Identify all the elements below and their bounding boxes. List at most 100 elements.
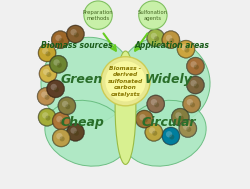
Circle shape <box>135 110 153 128</box>
Circle shape <box>147 30 163 46</box>
Circle shape <box>186 127 190 132</box>
Circle shape <box>165 131 172 137</box>
Ellipse shape <box>118 37 209 125</box>
Circle shape <box>154 36 158 41</box>
Circle shape <box>70 29 76 35</box>
Text: Cheap: Cheap <box>60 116 104 129</box>
Circle shape <box>139 114 145 120</box>
Circle shape <box>187 58 202 74</box>
Circle shape <box>46 72 51 77</box>
Circle shape <box>42 48 48 54</box>
Circle shape <box>59 136 64 141</box>
Circle shape <box>168 134 173 139</box>
Circle shape <box>53 113 69 129</box>
Circle shape <box>37 87 55 105</box>
Circle shape <box>183 96 199 112</box>
Circle shape <box>138 1 166 29</box>
Text: Biomass -
derived
sulfonated
carbon
catalysts: Biomass - derived sulfonated carbon cata… <box>108 66 142 97</box>
Circle shape <box>50 84 57 90</box>
Circle shape <box>152 131 157 136</box>
Circle shape <box>165 35 172 41</box>
Circle shape <box>38 88 54 104</box>
Circle shape <box>150 99 156 105</box>
Circle shape <box>147 96 163 112</box>
Text: Sulfonation
agents: Sulfonation agents <box>137 10 167 21</box>
Circle shape <box>66 123 84 141</box>
Circle shape <box>52 112 70 130</box>
Ellipse shape <box>122 100 205 166</box>
Circle shape <box>189 102 194 107</box>
Circle shape <box>45 51 50 56</box>
Circle shape <box>100 57 150 106</box>
Circle shape <box>162 32 178 48</box>
Circle shape <box>186 57 204 75</box>
Circle shape <box>45 115 50 121</box>
Circle shape <box>52 32 68 48</box>
Circle shape <box>172 109 188 125</box>
Circle shape <box>179 121 195 136</box>
Circle shape <box>180 44 186 50</box>
Circle shape <box>46 80 64 98</box>
Circle shape <box>58 38 64 43</box>
Circle shape <box>190 80 196 86</box>
Circle shape <box>59 119 64 124</box>
Circle shape <box>74 32 78 37</box>
Circle shape <box>50 56 66 72</box>
Circle shape <box>187 77 202 93</box>
Circle shape <box>59 98 74 114</box>
Circle shape <box>56 116 62 122</box>
Text: Circular: Circular <box>141 116 196 129</box>
Ellipse shape <box>115 51 135 164</box>
Circle shape <box>40 66 56 82</box>
Circle shape <box>70 127 76 134</box>
Circle shape <box>65 104 70 109</box>
Circle shape <box>176 40 194 58</box>
Circle shape <box>39 45 55 61</box>
Circle shape <box>145 124 161 140</box>
Circle shape <box>182 124 188 130</box>
Text: Widely: Widely <box>144 73 192 86</box>
Circle shape <box>84 1 112 29</box>
Circle shape <box>62 101 68 107</box>
Circle shape <box>168 38 173 43</box>
Circle shape <box>148 127 154 134</box>
Circle shape <box>53 130 69 146</box>
Circle shape <box>161 127 179 145</box>
Circle shape <box>178 119 196 138</box>
Circle shape <box>193 64 198 70</box>
Circle shape <box>190 61 196 67</box>
Circle shape <box>42 112 48 119</box>
Circle shape <box>51 31 69 49</box>
Circle shape <box>66 25 84 43</box>
Text: Preparation
methods: Preparation methods <box>82 10 113 21</box>
Circle shape <box>44 95 49 100</box>
Text: Biomass sources: Biomass sources <box>41 41 113 50</box>
Circle shape <box>52 129 70 147</box>
Circle shape <box>38 108 56 126</box>
Circle shape <box>150 33 156 39</box>
Circle shape <box>54 87 59 92</box>
Ellipse shape <box>41 37 132 125</box>
Circle shape <box>177 41 193 57</box>
Circle shape <box>56 133 62 139</box>
Circle shape <box>39 109 55 125</box>
Circle shape <box>49 55 67 73</box>
Circle shape <box>193 83 198 88</box>
Circle shape <box>174 112 181 119</box>
Circle shape <box>56 63 62 68</box>
Circle shape <box>67 26 83 42</box>
Circle shape <box>48 81 63 97</box>
Text: Green: Green <box>61 73 103 86</box>
Circle shape <box>43 69 49 75</box>
Circle shape <box>144 123 162 141</box>
Circle shape <box>146 29 164 47</box>
Circle shape <box>178 115 183 121</box>
Circle shape <box>39 65 57 83</box>
Circle shape <box>55 35 62 41</box>
Circle shape <box>146 95 164 113</box>
Circle shape <box>161 31 179 49</box>
Circle shape <box>38 44 56 62</box>
Text: Application areas: Application areas <box>134 41 209 50</box>
Circle shape <box>74 131 78 136</box>
Circle shape <box>154 102 158 107</box>
